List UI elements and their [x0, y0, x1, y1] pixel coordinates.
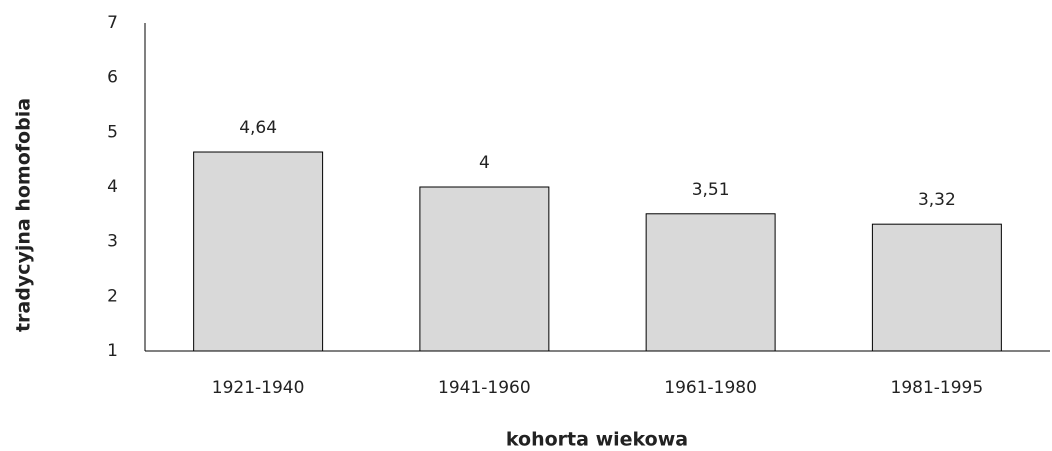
data-label: 4: [479, 153, 490, 173]
x-tick-label: 1921-1940: [212, 378, 305, 398]
y-tick-label: 1: [107, 341, 118, 361]
x-tick-label: 1981-1995: [891, 378, 984, 398]
y-tick-label: 3: [107, 232, 118, 252]
bar: [419, 186, 550, 352]
y-tick-label: 6: [107, 68, 118, 88]
y-tick-label: 5: [107, 122, 118, 142]
x-axis-title: kohorta wiekowa: [506, 429, 688, 451]
data-label: 4,64: [239, 118, 277, 138]
bar: [871, 223, 1002, 352]
bar: [193, 151, 324, 352]
y-axis-title: tradycyjna homofobia: [13, 98, 35, 332]
data-label: 3,32: [918, 190, 956, 210]
data-label: 3,51: [692, 180, 730, 200]
y-tick-label: 7: [107, 13, 118, 33]
y-tick-label: 2: [107, 286, 118, 306]
x-tick-label: 1941-1960: [438, 378, 531, 398]
y-tick-label: 4: [107, 177, 118, 197]
x-tick-label: 1961-1980: [664, 378, 757, 398]
bar: [645, 213, 776, 352]
